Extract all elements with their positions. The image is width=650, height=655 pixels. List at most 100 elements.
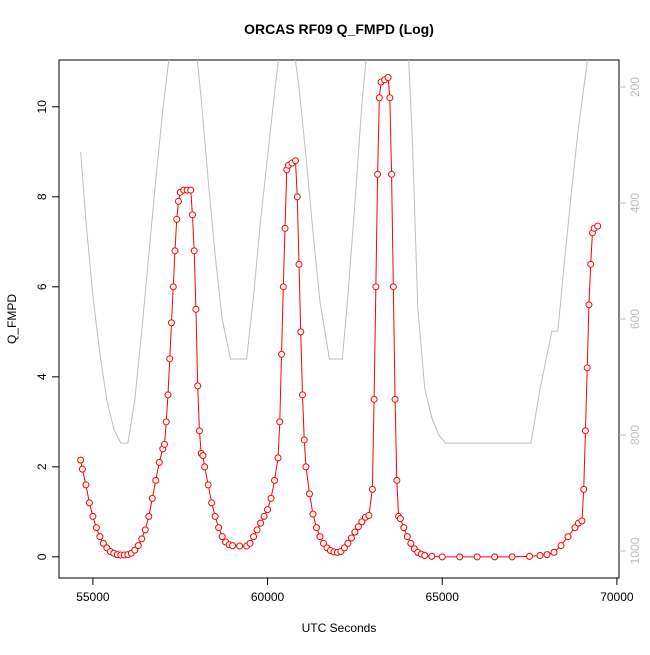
- data-point: [187, 186, 195, 194]
- data-point: [190, 247, 198, 255]
- x-tick-label: 60000: [251, 590, 285, 604]
- data-point: [201, 463, 209, 471]
- data-point: [393, 476, 401, 484]
- data-point: [319, 539, 327, 547]
- y-tick-label: 0: [35, 553, 49, 560]
- data-point: [594, 222, 602, 230]
- data-point: [580, 485, 588, 493]
- data-point: [473, 553, 481, 561]
- data-point: [578, 517, 586, 525]
- data-point: [297, 328, 305, 336]
- data-point: [581, 427, 589, 435]
- data-point: [211, 512, 219, 520]
- data-point: [550, 548, 558, 556]
- data-point: [316, 533, 324, 541]
- data-point: [585, 301, 593, 309]
- data-point: [229, 542, 237, 550]
- data-point: [375, 94, 383, 102]
- data-point: [99, 539, 107, 547]
- data-point: [391, 395, 399, 403]
- data-point: [281, 224, 289, 232]
- data-point: [421, 551, 429, 559]
- data-point: [141, 526, 149, 534]
- data-point: [384, 74, 392, 82]
- y-axis-label: Q_FMPD: [5, 294, 19, 344]
- data-point: [526, 552, 534, 560]
- data-point: [271, 476, 279, 484]
- data-point: [131, 546, 139, 554]
- data-point: [82, 481, 90, 489]
- data-point: [257, 519, 265, 527]
- data-point: [564, 533, 572, 541]
- data-point: [368, 485, 376, 493]
- data-point: [195, 427, 203, 435]
- data-point: [192, 305, 200, 313]
- data-point: [167, 319, 175, 327]
- data-point: [148, 494, 156, 502]
- data-point: [312, 524, 320, 532]
- data-point: [138, 535, 146, 543]
- y2-tick-label: 400: [628, 193, 642, 213]
- y-tick-label: 8: [35, 193, 49, 200]
- data-point: [89, 512, 97, 520]
- data-point: [508, 553, 516, 561]
- data-point: [351, 528, 359, 536]
- x-tick-label: 70000: [600, 590, 634, 604]
- data-point: [543, 551, 551, 559]
- y-tick-label: 6: [35, 283, 49, 290]
- data-point: [372, 283, 380, 291]
- data-point: [456, 553, 464, 561]
- data-point: [77, 456, 85, 464]
- data-point: [169, 283, 177, 291]
- y-tick-label: 4: [35, 373, 49, 380]
- data-point: [145, 512, 153, 520]
- data-point: [293, 193, 301, 201]
- data-point: [161, 440, 169, 448]
- data-point: [396, 515, 404, 523]
- data-point: [260, 512, 268, 520]
- data-point: [246, 539, 254, 547]
- data-point: [400, 524, 408, 532]
- data-point: [354, 523, 362, 531]
- data-point: [587, 260, 595, 268]
- y-tick-label: 2: [35, 463, 49, 470]
- data-point: [305, 490, 313, 498]
- data-point: [253, 526, 261, 534]
- data-point: [78, 465, 86, 473]
- data-point: [389, 283, 397, 291]
- plot-area: [77, 60, 602, 561]
- data-point: [279, 283, 287, 291]
- data-point: [295, 260, 303, 268]
- data-point: [388, 170, 396, 178]
- data-point: [276, 418, 284, 426]
- data-point: [583, 364, 591, 372]
- y2-tick-label: 600: [628, 309, 642, 329]
- data-point: [173, 215, 181, 223]
- data-point: [171, 247, 179, 255]
- data-point: [236, 542, 244, 550]
- data-point: [274, 454, 282, 462]
- data-point: [208, 499, 216, 507]
- data-point: [407, 539, 415, 547]
- data-point: [292, 157, 300, 165]
- chart-title: ORCAS RF09 Q_FMPD (Log): [244, 21, 434, 37]
- data-line: [80, 76, 598, 558]
- data-point: [174, 197, 182, 205]
- data-point: [152, 476, 160, 484]
- data-point: [278, 350, 286, 358]
- y2-tick-label: 200: [628, 77, 642, 97]
- data-point: [438, 553, 446, 561]
- data-point: [365, 511, 373, 519]
- data-point: [96, 533, 104, 541]
- data-point: [155, 458, 163, 466]
- data-point: [250, 533, 258, 541]
- data-point: [340, 544, 348, 552]
- y-tick-label: 10: [35, 100, 49, 114]
- data-point: [267, 494, 275, 502]
- data-point: [557, 542, 565, 550]
- data-point: [428, 552, 436, 560]
- data-point: [302, 463, 310, 471]
- data-point: [491, 553, 499, 561]
- data-point: [344, 539, 352, 547]
